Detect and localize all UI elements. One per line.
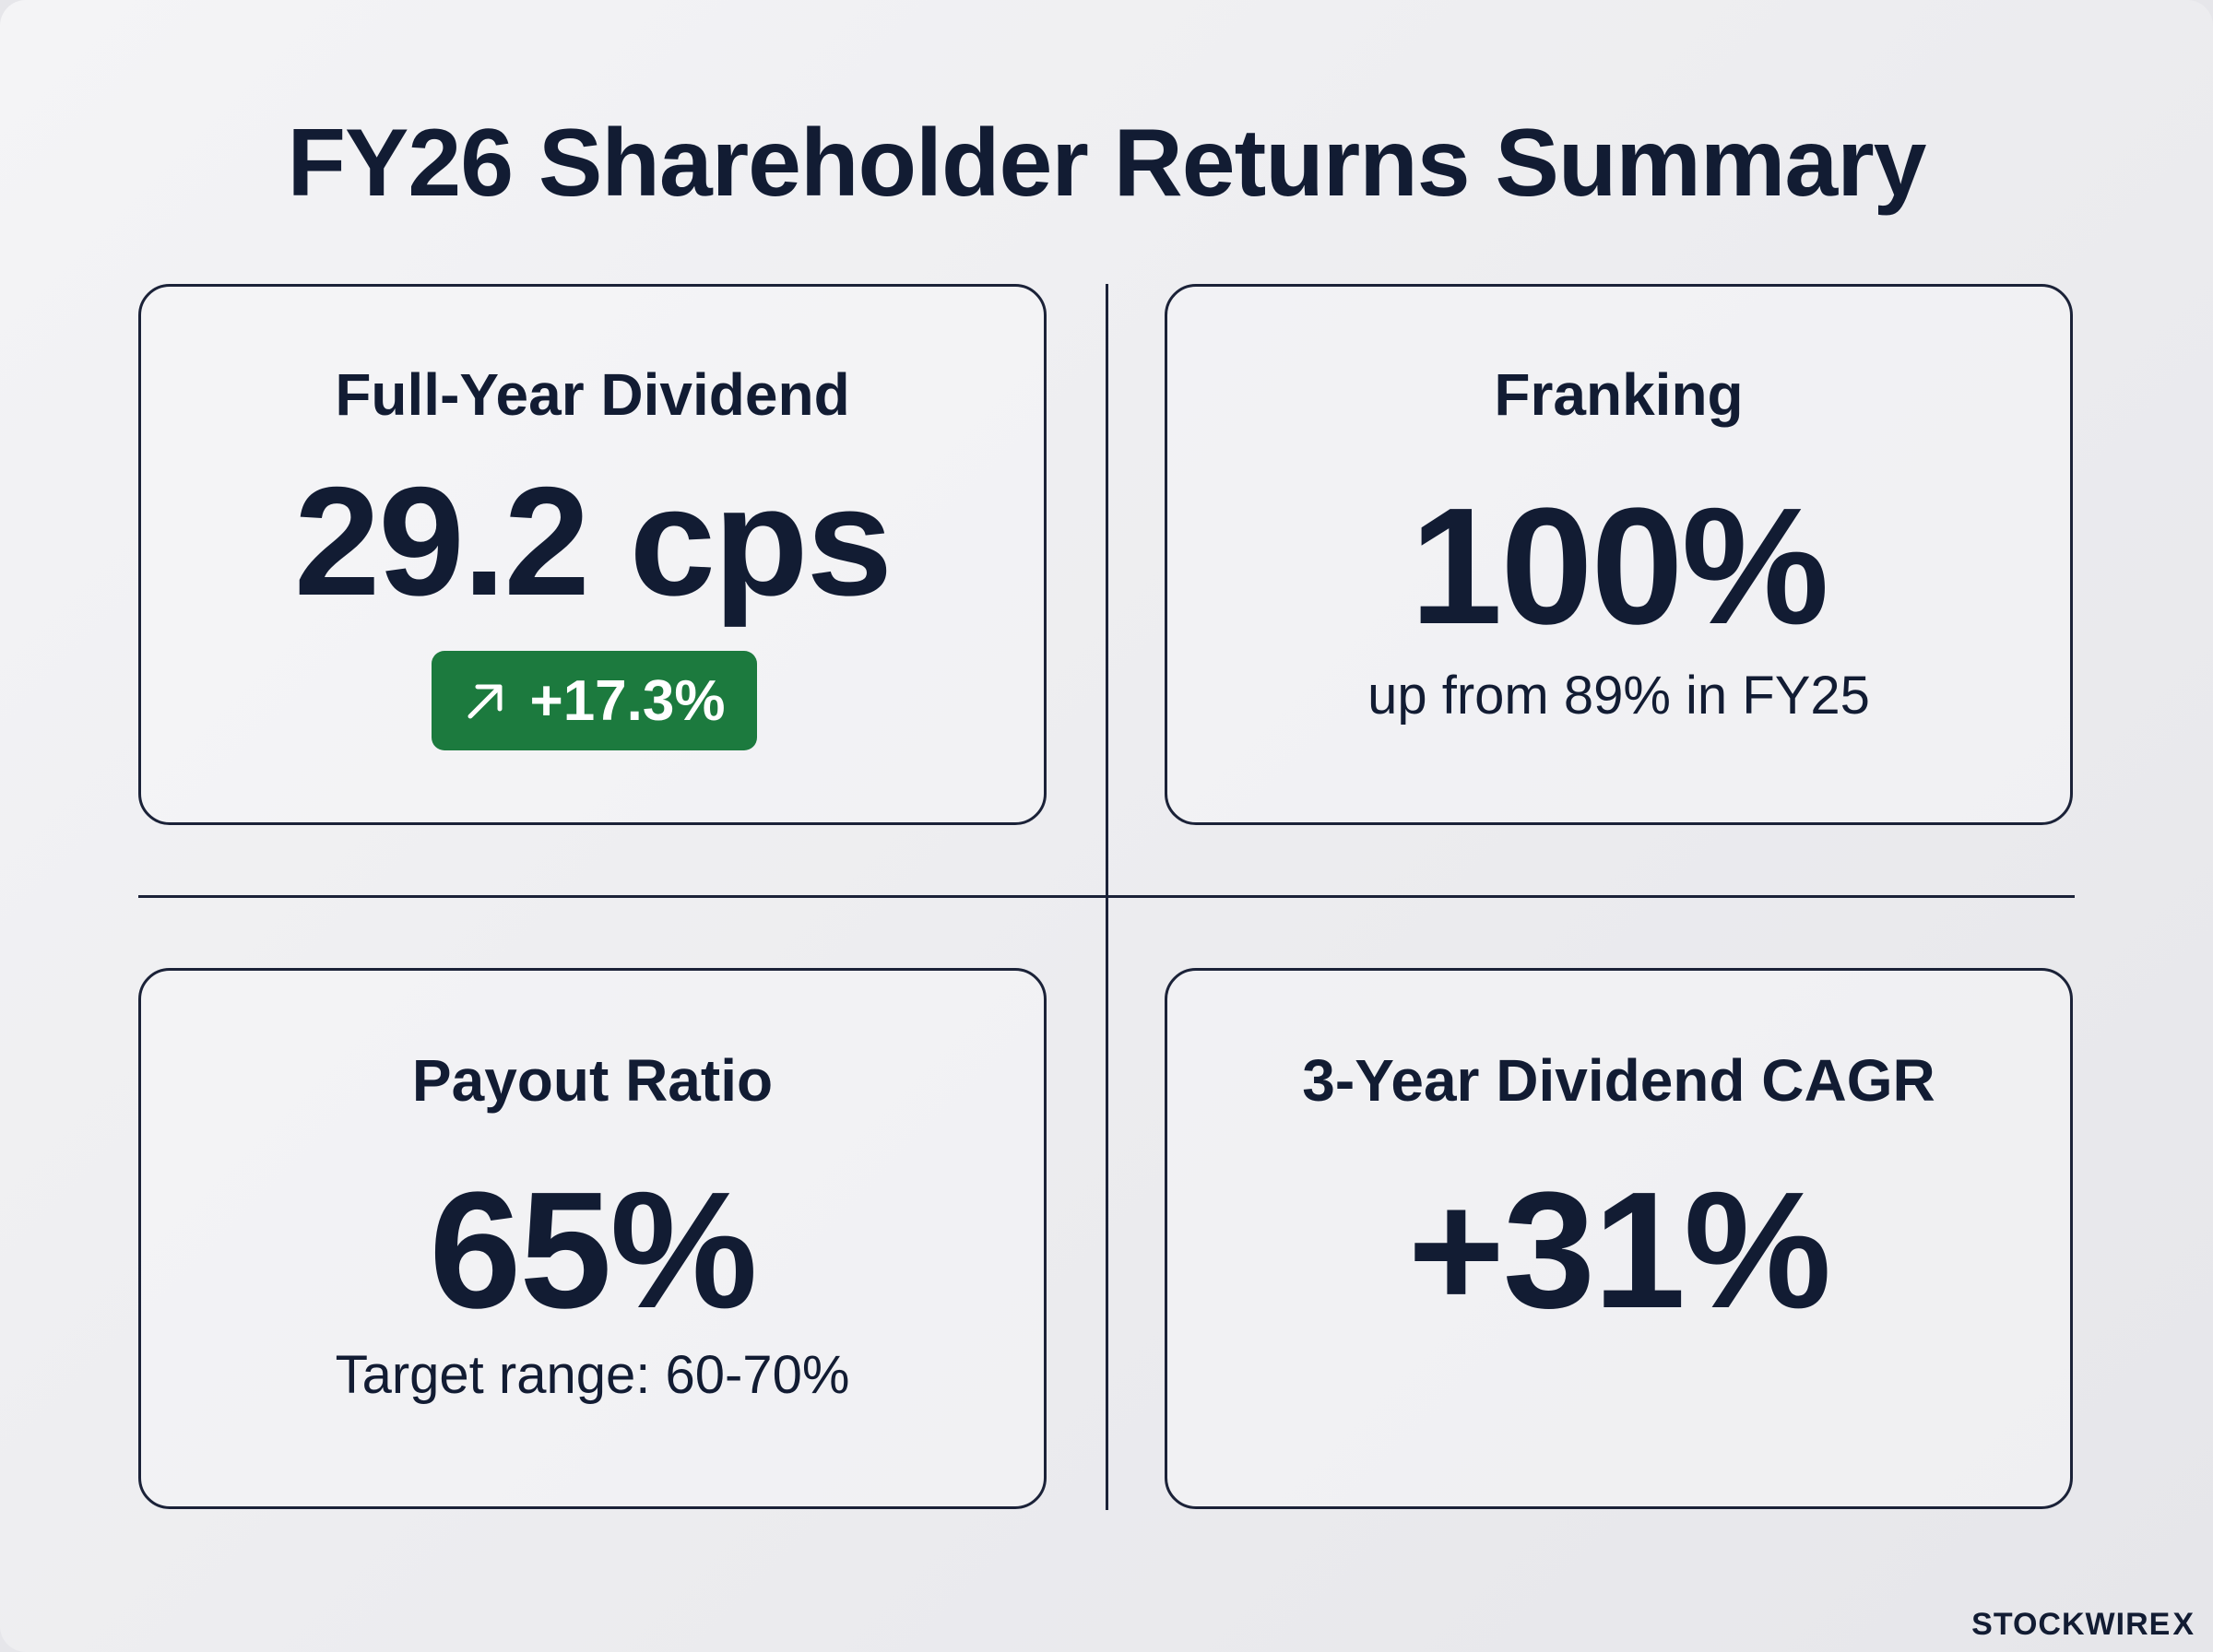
- card-value: 65%: [429, 1158, 757, 1343]
- page-title: FY26 Shareholder Returns Summary: [287, 110, 1926, 217]
- card-label: Payout Ratio: [411, 1047, 774, 1114]
- brand-mark-icon: X: [2172, 1607, 2195, 1642]
- arrow-up-right-icon: [467, 684, 503, 719]
- card-label: 3-Year Dividend CAGR: [1302, 1047, 1935, 1114]
- card-value: 100%: [1410, 474, 1828, 659]
- change-badge: +17.3%: [432, 651, 757, 750]
- card-label: Franking: [1494, 361, 1744, 428]
- brand-name: STOCKWIRE: [1971, 1607, 2172, 1642]
- dividend-cagr-card: 3-Year Dividend CAGR +31%: [1165, 968, 2073, 1509]
- card-note: up from 89% in FY25: [1367, 666, 1870, 726]
- payout-ratio-card: Payout Ratio 65% Target range: 60-70%: [138, 968, 1047, 1509]
- card-value: +31%: [1407, 1158, 1831, 1343]
- card-value: 29.2 cps: [293, 454, 893, 628]
- card-label: Full-Year Dividend: [335, 361, 850, 428]
- brand-logo: STOCKWIREX: [1971, 1607, 2195, 1643]
- franking-card: Franking 100% up from 89% in FY25: [1165, 284, 2073, 825]
- card-note: Target range: 60-70%: [335, 1345, 850, 1405]
- horizontal-divider: [138, 895, 2075, 898]
- full-year-dividend-card: Full-Year Dividend 29.2 cps +17.3%: [138, 284, 1047, 825]
- badge-text: +17.3%: [529, 668, 726, 733]
